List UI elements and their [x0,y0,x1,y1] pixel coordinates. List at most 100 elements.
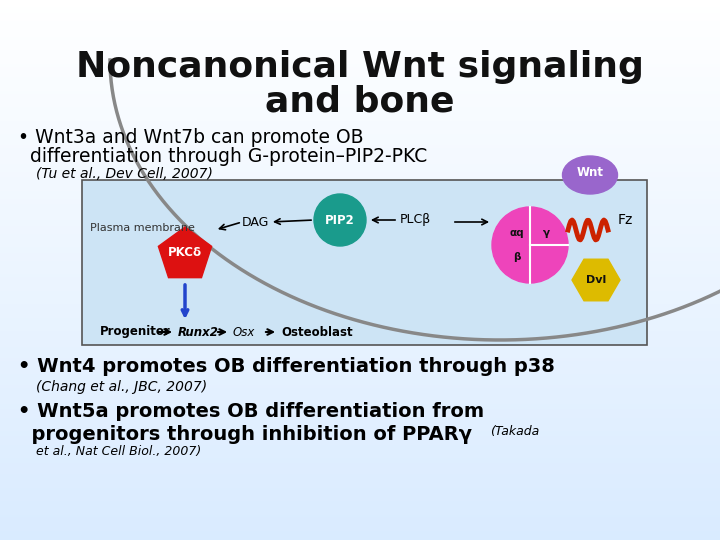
Bar [0,211,720,213]
Text: (Takada: (Takada [490,425,539,438]
Bar [0,202,720,205]
Bar [0,162,720,165]
Bar [0,194,720,197]
Bar [0,281,720,284]
Bar [0,275,720,278]
Bar [0,97,720,100]
Text: PKCδ: PKCδ [168,246,202,260]
Bar [0,192,720,194]
Text: αq: αq [510,228,524,238]
Text: • Wnt4 promotes OB differentiation through p38: • Wnt4 promotes OB differentiation throu… [18,357,555,376]
Bar [0,105,720,108]
Bar [0,200,720,202]
Bar [0,500,720,502]
Bar [0,270,720,273]
Text: Wnt: Wnt [577,166,603,179]
Bar [0,213,720,216]
Bar [0,27,720,30]
Text: PIP2: PIP2 [325,213,355,226]
Bar [0,327,720,329]
Bar [0,240,720,243]
Bar [0,454,720,456]
Bar [0,54,720,57]
Text: progenitors through inhibition of PPARγ: progenitors through inhibition of PPARγ [18,425,472,444]
Bar [0,427,720,429]
Bar [0,508,720,510]
Bar [0,86,720,89]
Bar [0,51,720,54]
Bar [0,286,720,289]
Text: Plasma membrane: Plasma membrane [90,223,195,233]
Bar [0,292,720,294]
Bar [0,78,720,81]
Bar [0,332,720,335]
Bar [0,335,720,338]
Bar [0,157,720,159]
Bar [0,370,720,373]
Bar [0,32,720,35]
Bar [0,537,720,540]
Bar [0,254,720,256]
Bar [0,518,720,521]
Bar [0,389,720,392]
Bar [0,308,720,310]
Bar [0,70,720,73]
Bar [82,180,647,345]
Bar [0,329,720,332]
Bar [0,178,720,181]
Bar [0,49,720,51]
Bar [0,243,720,246]
Bar [0,472,720,475]
Bar [0,92,720,94]
Bar [0,184,720,186]
Bar [0,338,720,340]
Bar [0,89,720,92]
Bar [0,505,720,508]
Bar [0,481,720,483]
Bar [0,324,720,327]
Bar [0,262,720,265]
Bar [0,392,720,394]
Polygon shape [158,227,212,278]
Bar [0,0,720,3]
Bar [0,35,720,38]
Bar [0,462,720,464]
Bar [0,143,720,146]
Bar [0,100,720,103]
Bar [0,305,720,308]
Bar [0,124,720,127]
Bar [0,535,720,537]
Text: β: β [513,252,521,262]
Bar [0,59,720,62]
Bar [0,489,720,491]
Text: PLCβ: PLCβ [400,213,431,226]
Bar [0,278,720,281]
Bar [0,486,720,489]
Text: Noncanonical Wnt signaling: Noncanonical Wnt signaling [76,50,644,84]
Bar [0,16,720,19]
Bar [0,343,720,346]
Bar [0,443,720,445]
Bar [0,408,720,410]
Bar [0,186,720,189]
Bar [0,284,720,286]
Bar [0,424,720,427]
Bar [0,300,720,302]
Bar [0,446,720,448]
Bar [0,451,720,454]
Bar [0,491,720,494]
Bar [0,521,720,524]
Bar [0,459,720,462]
Bar [0,464,720,467]
Bar [0,526,720,529]
Bar [0,81,720,84]
Bar [0,400,720,402]
Bar [0,394,720,397]
Bar [0,251,720,254]
Bar [0,440,720,443]
Bar [0,181,720,184]
Bar [0,259,720,262]
Bar [0,205,720,208]
Bar [0,230,720,232]
Bar [0,340,720,343]
